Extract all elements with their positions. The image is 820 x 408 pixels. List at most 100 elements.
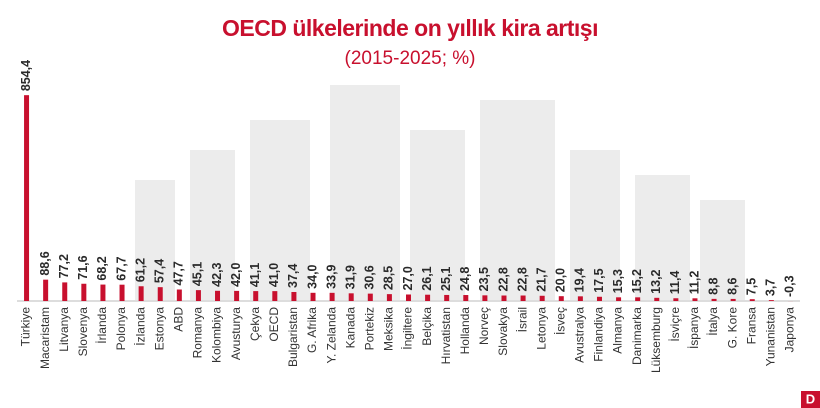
value-label: 3,7 <box>764 279 778 296</box>
x-tick-label: Türkiye <box>19 307 33 347</box>
value-label: 67,7 <box>114 256 128 280</box>
x-tick-label: Bulgaristan <box>286 307 300 367</box>
x-tick-label: Y. Zelanda <box>324 307 338 364</box>
bar <box>539 295 545 301</box>
bar <box>215 290 221 301</box>
x-tick-label: Slovakya <box>496 307 510 356</box>
x-tick-label: Kolombiya <box>210 307 224 363</box>
value-label: -0,3 <box>783 275 797 297</box>
x-tick-label: Lüksemburg <box>649 307 663 373</box>
x-tick-label: İspanya <box>687 307 701 349</box>
x-tick-label: G. Afrika <box>305 307 319 353</box>
value-label: 30,6 <box>363 265 377 289</box>
value-label: 37,4 <box>286 264 300 288</box>
value-label: 41,0 <box>267 263 281 287</box>
value-label: 8,8 <box>706 277 720 294</box>
x-tick-label: Fransa <box>744 307 758 345</box>
logo-box <box>801 391 820 408</box>
x-tick-label: Hollanda <box>458 307 472 355</box>
bar <box>386 294 392 301</box>
x-tick-label: Almanya <box>611 307 625 354</box>
bar <box>367 293 373 301</box>
bar <box>654 297 660 301</box>
x-tick-label: Norveç <box>477 307 491 345</box>
value-label: 17,5 <box>592 268 606 292</box>
logo: D <box>806 391 815 406</box>
bar <box>348 293 354 301</box>
x-tick-label: Letonya <box>534 307 548 350</box>
x-tick-label: Belçika <box>420 307 434 346</box>
bar <box>463 295 469 301</box>
bar <box>81 283 87 301</box>
x-tick-label: Estonya <box>152 307 166 351</box>
bar <box>253 291 259 301</box>
bar <box>596 296 602 301</box>
bar <box>577 296 583 301</box>
x-tick-label: G. Kore <box>725 307 739 349</box>
bar <box>635 297 641 301</box>
value-label: 15,2 <box>630 269 644 293</box>
bar <box>558 296 564 301</box>
value-label: 31,9 <box>344 265 358 289</box>
x-tick-label: Slovenya <box>76 307 90 357</box>
x-tick-label: Meksika <box>382 307 396 351</box>
x-tick-label: Çekya <box>248 307 262 341</box>
x-tick-label: İrlanda <box>95 307 109 344</box>
bar <box>43 279 49 301</box>
x-tick-label: İsviçre <box>668 307 682 342</box>
value-label: 23,5 <box>477 267 491 291</box>
bar <box>749 299 755 301</box>
value-label: 45,1 <box>191 262 205 286</box>
bar <box>616 297 622 301</box>
bar <box>482 295 488 301</box>
value-label: 27,0 <box>401 266 415 290</box>
x-tick-label: Polonya <box>114 307 128 351</box>
bar <box>272 291 278 301</box>
bar <box>730 298 736 301</box>
x-tick-label: İtalya <box>706 307 720 336</box>
bar <box>711 298 717 301</box>
x-tick-label: İsrail <box>515 307 529 332</box>
value-label: 25,1 <box>439 267 453 291</box>
value-label: 42,0 <box>229 263 243 287</box>
bar <box>291 291 297 301</box>
value-label: 57,4 <box>153 259 167 283</box>
background-buildings <box>135 85 745 300</box>
value-label: 28,5 <box>382 266 396 290</box>
x-tick-label: Japonya <box>783 307 797 353</box>
bar <box>100 284 106 301</box>
value-label: 26,1 <box>420 266 434 290</box>
value-label: 7,5 <box>745 278 759 295</box>
value-label: 61,2 <box>133 258 147 282</box>
x-tick-label: Danimarka <box>630 307 644 365</box>
x-tick-label: İngiltere <box>401 307 415 350</box>
x-tick-label: Avusturya <box>229 307 243 360</box>
value-label: 8,6 <box>725 278 739 295</box>
value-label: 20,0 <box>554 268 568 292</box>
bar <box>673 298 679 301</box>
x-tick-label: Romanya <box>191 307 205 359</box>
bar <box>62 282 68 301</box>
x-tick-label: OECD <box>267 307 281 342</box>
chart-subtitle: (2015-2025; %) <box>345 48 476 69</box>
x-tick-label: Portekiz <box>362 307 376 350</box>
x-tick-label: Avustralya <box>573 307 587 363</box>
value-label: 68,2 <box>95 256 109 280</box>
x-tick-label: İzlanda <box>133 307 147 346</box>
value-label: 88,6 <box>38 251 52 275</box>
bar <box>195 290 201 301</box>
value-label: 15,3 <box>611 269 625 293</box>
bar <box>176 289 182 301</box>
x-tick-label: ABD <box>172 307 186 332</box>
value-label: 47,7 <box>172 261 186 285</box>
bar <box>425 294 431 301</box>
value-label: 22,8 <box>496 267 510 291</box>
bar <box>138 286 144 301</box>
bar <box>768 300 774 301</box>
value-label: 41,1 <box>248 263 262 287</box>
bar <box>119 284 125 301</box>
value-label: 19,4 <box>573 268 587 292</box>
x-tick-label: Hırvatistan <box>439 307 453 364</box>
value-label: 11,2 <box>687 271 701 295</box>
